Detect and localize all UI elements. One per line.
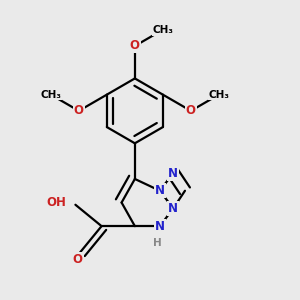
- Text: N: N: [168, 202, 178, 215]
- Text: OH: OH: [46, 196, 66, 209]
- Text: O: O: [130, 40, 140, 52]
- Text: N: N: [155, 184, 165, 197]
- Text: CH₃: CH₃: [208, 90, 230, 100]
- Text: H: H: [153, 238, 162, 248]
- Text: O: O: [74, 104, 84, 117]
- Text: CH₃: CH₃: [152, 25, 173, 35]
- Text: O: O: [73, 253, 83, 266]
- Text: N: N: [155, 220, 165, 232]
- Text: N: N: [168, 167, 178, 180]
- Text: O: O: [186, 104, 196, 117]
- Text: CH₃: CH₃: [40, 90, 61, 100]
